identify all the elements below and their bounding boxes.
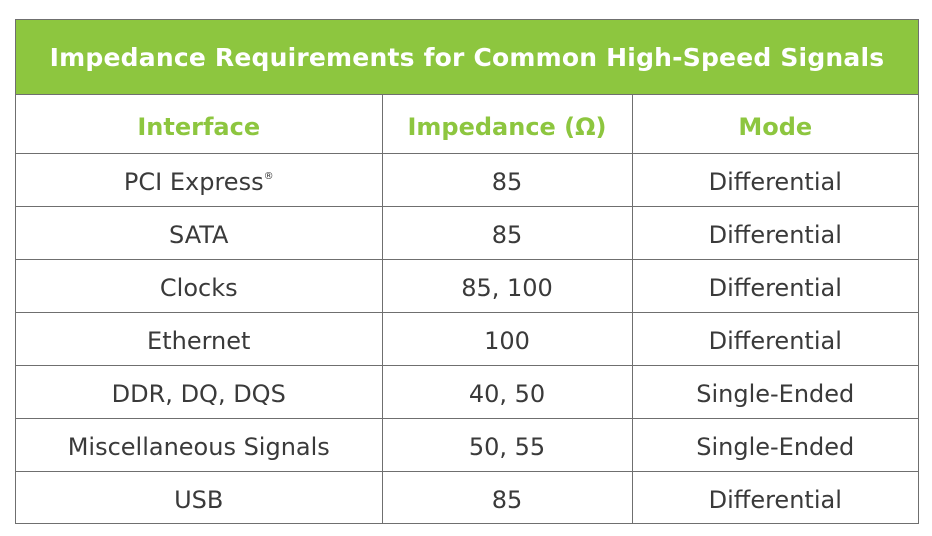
header-interface: Interface	[16, 95, 383, 154]
registered-mark: ®	[263, 170, 274, 182]
interface-cell: DDR, DQ, DQS	[16, 365, 383, 419]
impedance-cell: 85	[382, 471, 633, 524]
interface-cell: USB	[16, 471, 383, 524]
mode-cell: Differential	[708, 485, 842, 514]
interface-cell: PCI Express®	[16, 153, 383, 207]
table-row: Ethernet 100 Differential	[16, 312, 918, 366]
table-row: Miscellaneous Signals 50, 55 Single-Ende…	[16, 418, 918, 472]
impedance-cell: 85, 100	[382, 259, 633, 313]
mode-cell: Single-Ended	[632, 418, 918, 472]
header-row: Interface Impedance (Ω) Mode	[16, 95, 918, 154]
mode-cell: Differential	[632, 259, 918, 313]
impedance-cell: 40, 50	[382, 365, 633, 419]
impedance-cell: 50, 55	[382, 418, 633, 472]
interface-cell: Ethernet	[16, 312, 383, 366]
interface-cell: Clocks	[16, 259, 383, 313]
interface-cell: SATA	[16, 206, 383, 260]
table-title: Impedance Requirements for Common High-S…	[16, 20, 918, 95]
interface-name: PCI Express	[123, 167, 264, 196]
header-impedance: Impedance (Ω)	[382, 95, 633, 154]
table-row: USB 85 Differential	[16, 471, 918, 524]
table-row: Clocks 85, 100 Differential	[16, 259, 918, 313]
impedance-table: Impedance Requirements for Common High-S…	[15, 19, 919, 524]
header-mode: Mode	[632, 95, 918, 154]
mode-cell: Single-Ended	[632, 365, 918, 419]
mode-cell: Differential	[632, 312, 918, 366]
impedance-cell: 100	[382, 312, 633, 366]
interface-cell: Miscellaneous Signals	[16, 418, 383, 472]
table-row: SATA 85 Differential	[16, 206, 918, 260]
table-row: DDR, DQ, DQS 40, 50 Single-Ended	[16, 365, 918, 419]
mode-cell: Differential	[632, 153, 918, 207]
table-row: PCI Express® 85 Differential	[16, 153, 918, 207]
impedance-grid: Interface Impedance (Ω) Mode PCI Express…	[16, 95, 918, 524]
mode-cell: Differential	[632, 206, 918, 260]
impedance-cell: 85	[382, 153, 633, 207]
impedance-cell: 85	[382, 206, 633, 260]
